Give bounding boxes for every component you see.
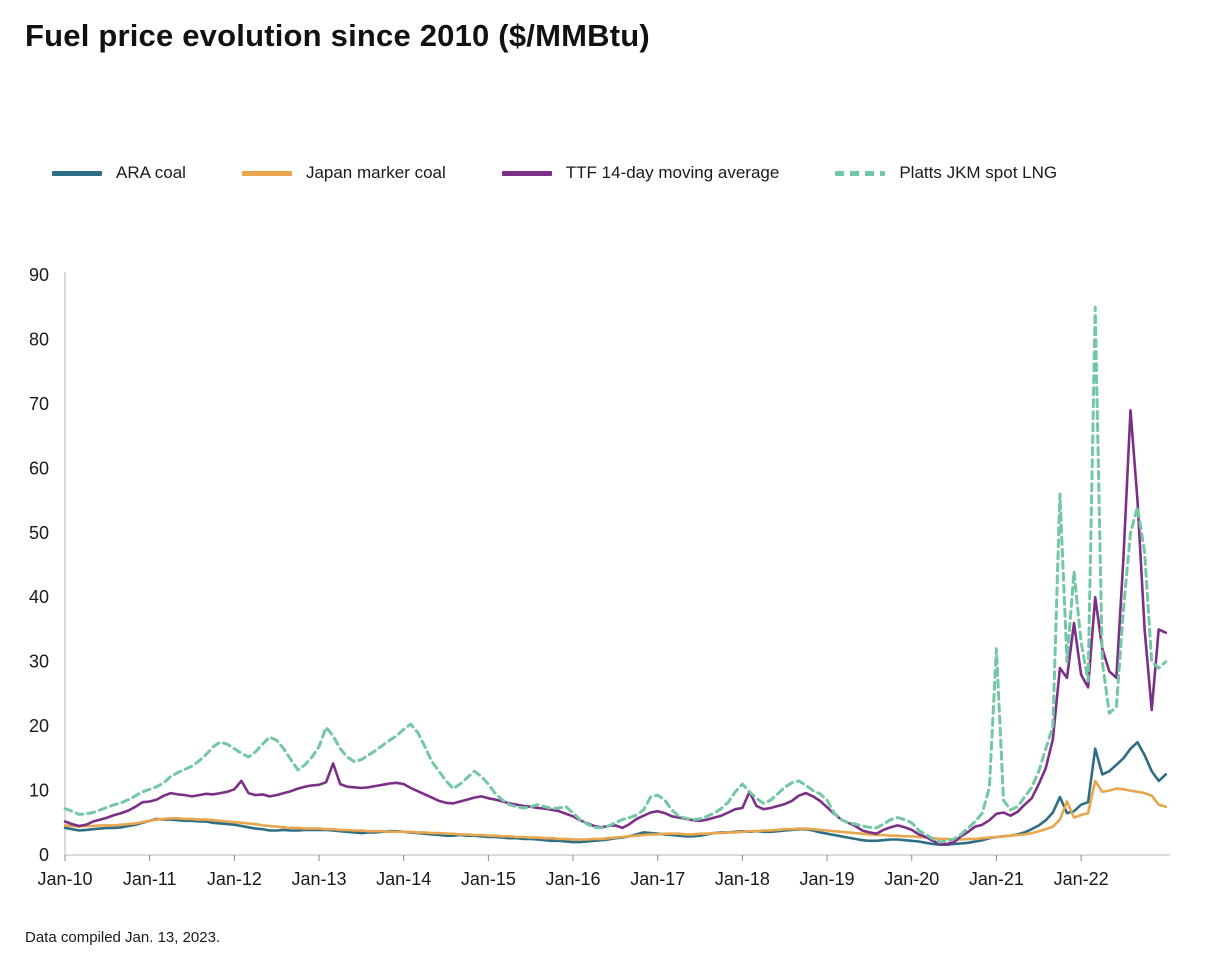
x-tick-label: Jan-14 bbox=[376, 869, 431, 889]
y-tick-label: 10 bbox=[29, 781, 49, 801]
chart-legend: ARA coal Japan marker coal TTF 14-day mo… bbox=[52, 163, 1198, 183]
legend-label-ttf-moving-average: TTF 14-day moving average bbox=[565, 163, 780, 182]
x-tick-label: Jan-20 bbox=[884, 869, 939, 889]
y-tick-label: 30 bbox=[29, 652, 49, 672]
x-tick-label: Jan-22 bbox=[1054, 869, 1109, 889]
legend-item-platts-jkm-spot-lng: Platts JKM spot LNG bbox=[835, 163, 1057, 183]
x-tick-label: Jan-12 bbox=[207, 869, 262, 889]
footnote: Data compiled Jan. 13, 2023. bbox=[25, 929, 221, 946]
legend-item-ttf-moving-average: TTF 14-day moving average bbox=[501, 163, 780, 183]
legend-label-platts-jkm-spot-lng: Platts JKM spot LNG bbox=[899, 163, 1058, 182]
legend-swatch-japan-marker-coal bbox=[241, 170, 292, 176]
legend-item-japan-marker-coal: Japan marker coal bbox=[241, 163, 446, 183]
legend-label-japan-marker-coal: Japan marker coal bbox=[305, 163, 446, 182]
y-tick-label: 90 bbox=[29, 265, 49, 285]
y-tick-label: 0 bbox=[39, 845, 49, 865]
series-line-japan-marker-coal bbox=[63, 779, 1168, 841]
y-tick-label: 80 bbox=[29, 329, 49, 349]
series-line-ttf-14-day-moving-average bbox=[63, 409, 1168, 846]
y-tick-label: 50 bbox=[29, 523, 49, 543]
series-line-platts-jkm-spot-lng bbox=[63, 305, 1168, 844]
y-tick-label: 70 bbox=[29, 394, 49, 414]
legend-swatch-ara-coal bbox=[52, 170, 102, 176]
legend-swatch-platts-jkm-spot-lng bbox=[835, 170, 886, 176]
page-title: Fuel price evolution since 2010 ($/MMBtu… bbox=[25, 18, 650, 53]
y-tick-label: 20 bbox=[29, 716, 49, 736]
y-tick-label: 60 bbox=[29, 458, 49, 478]
y-tick-label: 40 bbox=[29, 587, 49, 607]
legend-swatch-ttf-moving-average bbox=[501, 170, 552, 176]
x-tick-label: Jan-13 bbox=[291, 869, 346, 889]
x-tick-label: Jan-19 bbox=[800, 869, 855, 889]
legend-label-ara-coal: ARA coal bbox=[116, 163, 186, 182]
x-tick-label: Jan-16 bbox=[546, 869, 601, 889]
x-tick-label: Jan-10 bbox=[37, 869, 92, 889]
x-tick-label: Jan-15 bbox=[461, 869, 516, 889]
x-tick-label: Jan-11 bbox=[123, 869, 177, 889]
x-tick-label: Jan-21 bbox=[969, 869, 1024, 889]
x-tick-label: Jan-18 bbox=[715, 869, 770, 889]
legend-item-ara-coal: ARA coal bbox=[52, 163, 186, 183]
x-tick-label: Jan-17 bbox=[630, 869, 685, 889]
fuel-price-line-chart: 0 10 20 30 40 50 60 70 80 90 Jan-10 Jan-11 Jan-12 Jan… bbox=[29, 265, 1170, 889]
